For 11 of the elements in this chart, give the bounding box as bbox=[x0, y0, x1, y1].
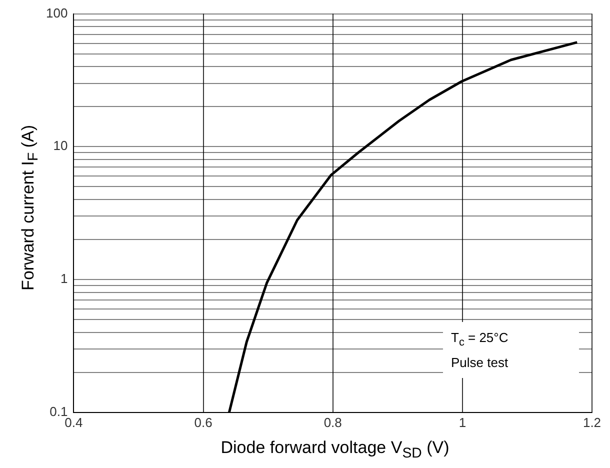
annotation: Pulse test bbox=[451, 354, 510, 372]
x-tick-label: 1.2 bbox=[582, 414, 602, 430]
annotation: T$_{c}$ = 25°C bbox=[451, 329, 510, 351]
y-tick-label: 100 bbox=[46, 5, 68, 20]
y-tick-label: 1 bbox=[60, 271, 68, 286]
x-axis-title: Diode forward voltage V$_{SD}$ (V) bbox=[220, 438, 450, 462]
x-tick-label: 0.6 bbox=[194, 414, 212, 430]
note-box: T$_{c}$ = 25°C Pulse test bbox=[443, 322, 579, 378]
x-tick-label: 1 bbox=[458, 414, 466, 430]
x-tick-label: 0.8 bbox=[324, 414, 342, 430]
y-tick-label: 10 bbox=[53, 138, 68, 154]
